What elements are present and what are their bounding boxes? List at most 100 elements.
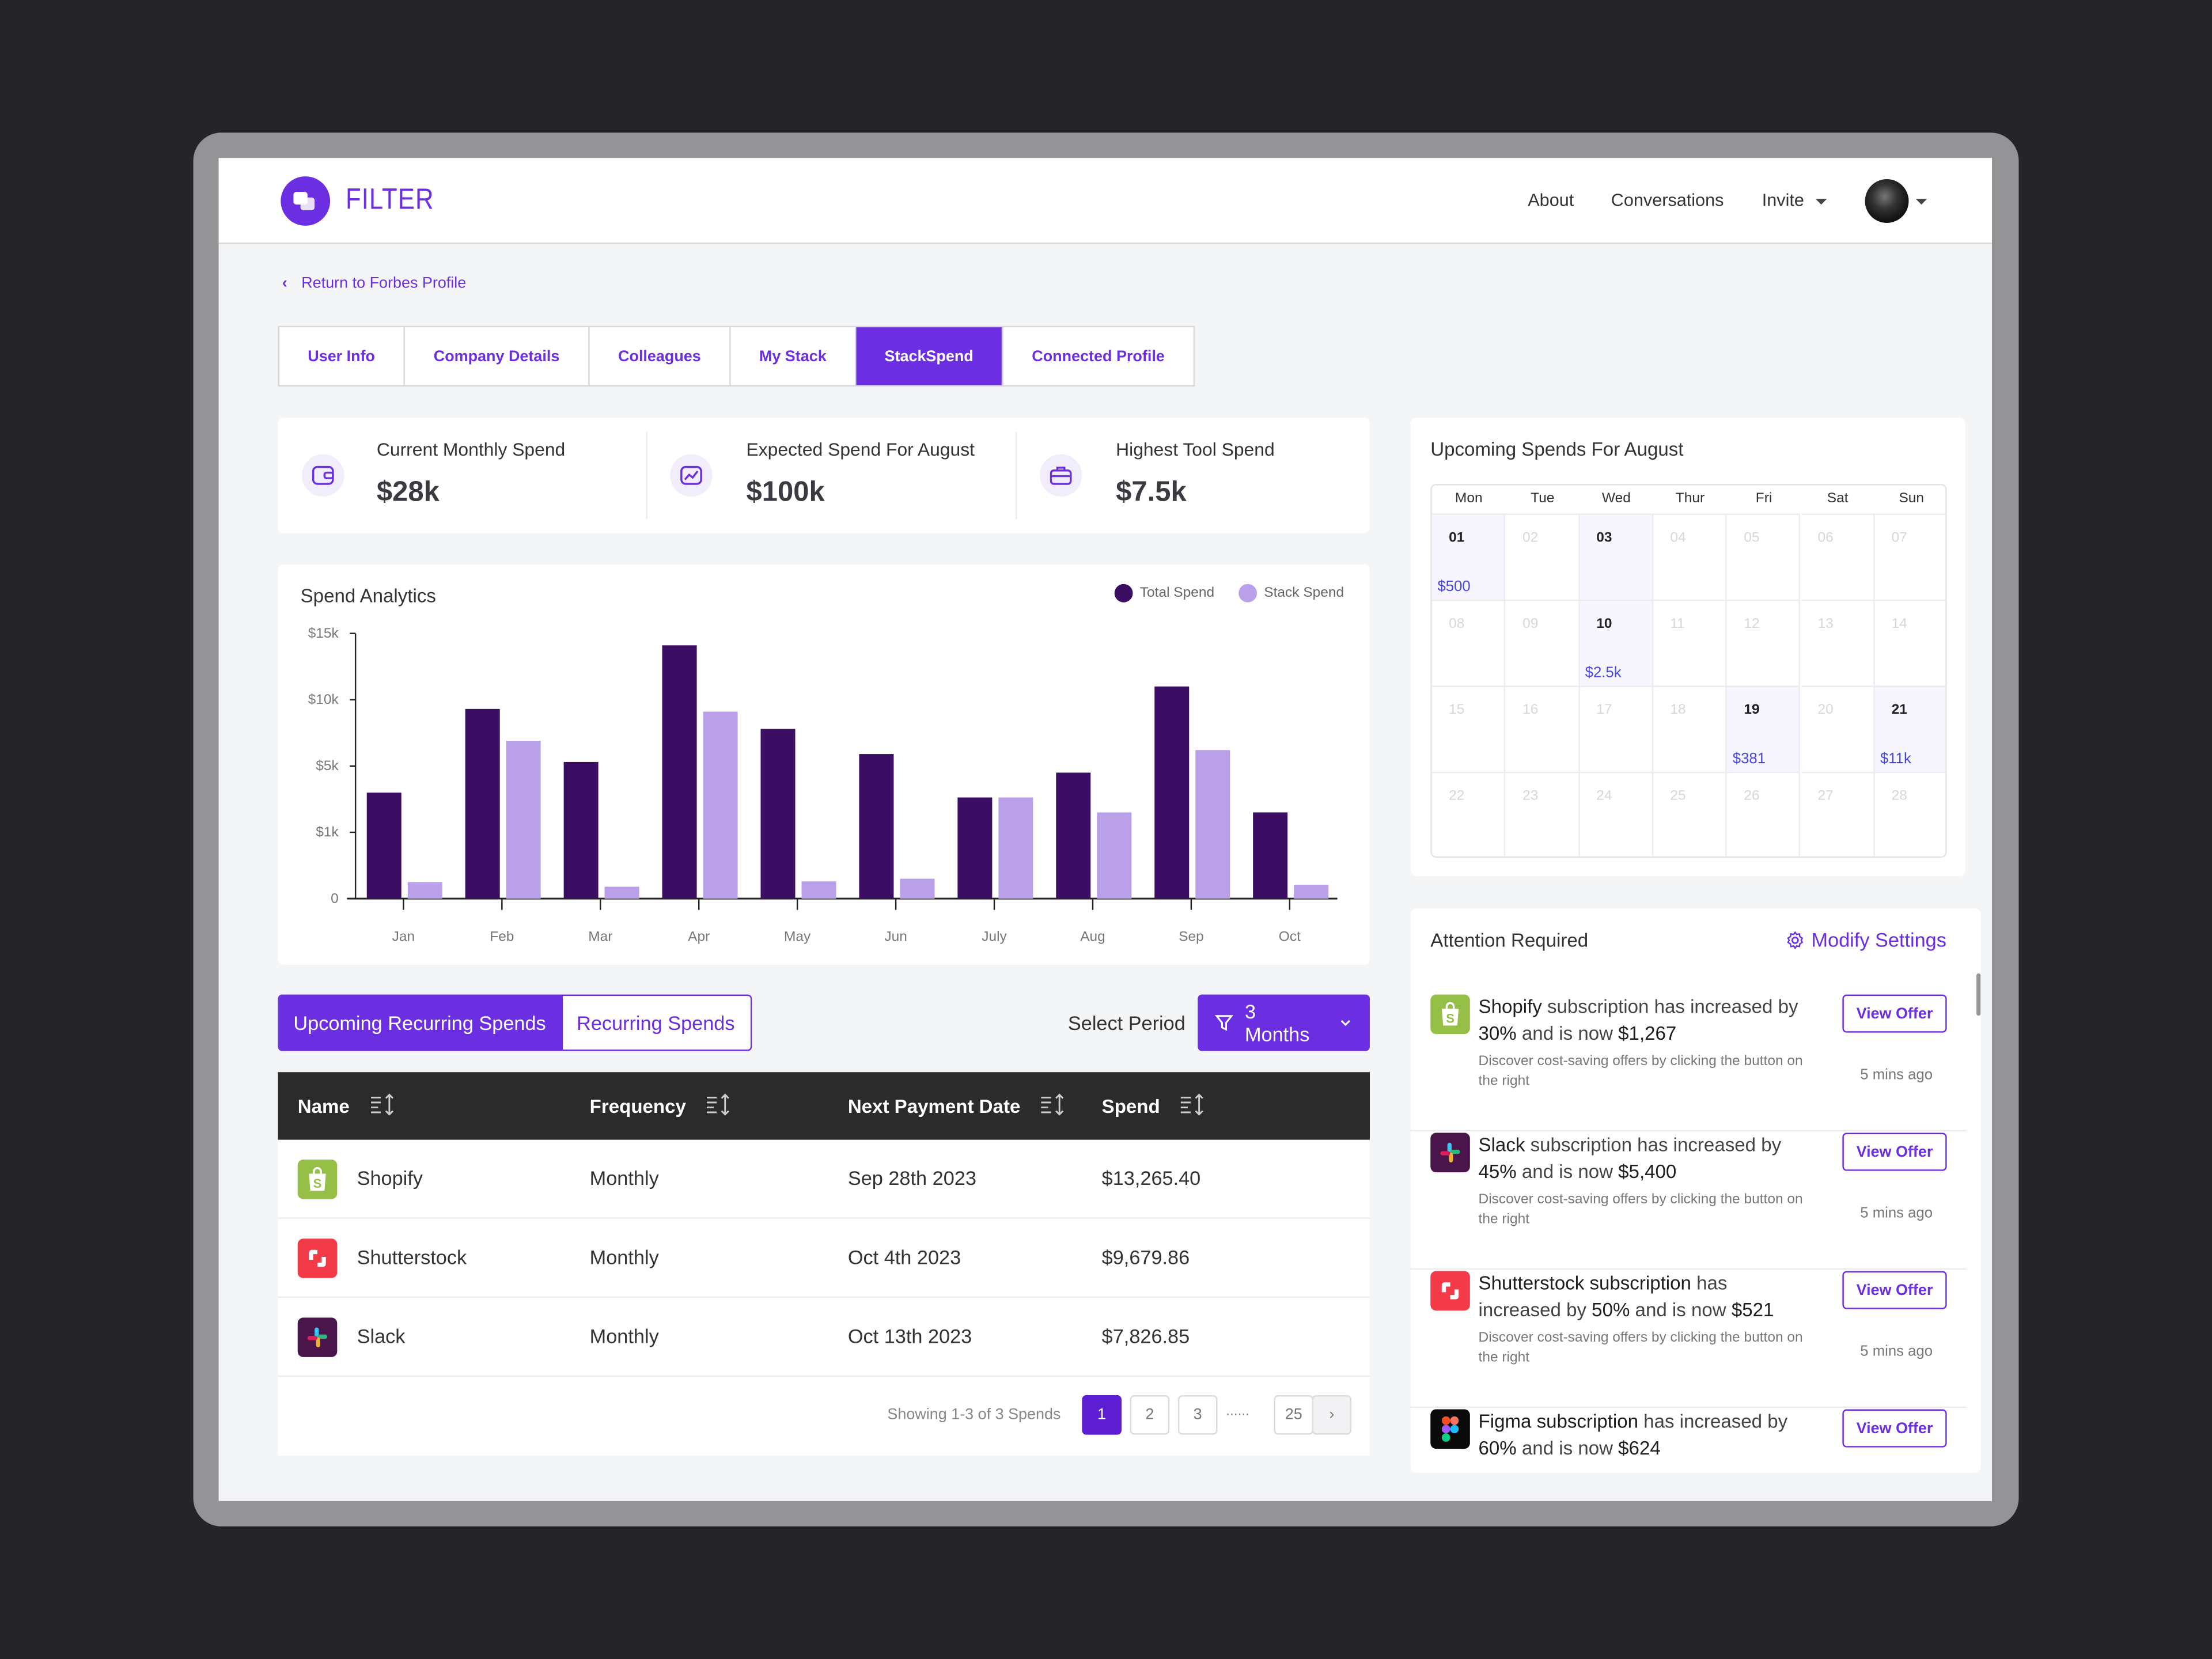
- calendar-day-13[interactable]: 13: [1801, 599, 1875, 686]
- day-number: 08: [1449, 616, 1465, 632]
- avatar-chevron-down-icon[interactable]: [1915, 199, 1927, 205]
- stack-spend-bar-aug[interactable]: [1097, 812, 1132, 899]
- stack-spend-bar-jan[interactable]: [407, 882, 442, 899]
- total-spend-bar-mar[interactable]: [563, 762, 599, 899]
- modify-settings-link[interactable]: Modify Settings: [1786, 928, 1946, 951]
- sort-icon[interactable]: [369, 1093, 397, 1120]
- attention-item: Figma subscription has increased by 60% …: [1411, 1408, 1967, 1473]
- brand-name[interactable]: FILTER: [346, 183, 434, 216]
- total-spend-bar-sep[interactable]: [1154, 686, 1190, 899]
- x-tick-label: Sep: [1179, 929, 1204, 944]
- calendar-day-11[interactable]: 11: [1653, 599, 1728, 686]
- app-screen: FILTER About Conversations Invite ‹ Retur…: [218, 158, 1992, 1501]
- calendar-day-03[interactable]: 03: [1579, 513, 1653, 600]
- nav-conversations[interactable]: Conversations: [1611, 190, 1724, 210]
- calendar-day-15[interactable]: 15: [1431, 685, 1506, 772]
- total-spend-bar-feb[interactable]: [465, 709, 500, 899]
- page-button-2[interactable]: 2: [1130, 1395, 1170, 1435]
- calendar-day-19[interactable]: 19 $381: [1727, 685, 1801, 772]
- calendar-day-09[interactable]: 09: [1505, 599, 1580, 686]
- scrollbar[interactable]: [1976, 973, 1981, 1016]
- calendar-day-05[interactable]: 05: [1727, 513, 1801, 600]
- toggle-upcoming-recurring[interactable]: Upcoming Recurring Spends: [279, 995, 563, 1050]
- tab-company-details[interactable]: Company Details: [405, 327, 590, 385]
- calendar-day-27[interactable]: 27: [1801, 771, 1875, 857]
- total-spend-bar-july[interactable]: [957, 797, 993, 899]
- attention-message: Shopify subscription has increased by 30…: [1479, 993, 1803, 1047]
- tab-my-stack[interactable]: My Stack: [731, 327, 857, 385]
- tab-connected-profile[interactable]: Connected Profile: [1032, 347, 1165, 365]
- y-tick-label: $5k: [316, 758, 339, 774]
- stack-spend-bar-jun[interactable]: [900, 878, 935, 899]
- calendar-day-17[interactable]: 17: [1579, 685, 1653, 772]
- logo-icon[interactable]: [281, 176, 331, 226]
- calendar-day-10[interactable]: 10 $2.5k: [1579, 599, 1653, 686]
- page-button-3[interactable]: 3: [1177, 1395, 1218, 1435]
- total-spend-bar-jan[interactable]: [366, 792, 402, 899]
- table-row[interactable]: S Shopify Monthly Sep 28th 2023 $13,265.40: [278, 1139, 1370, 1219]
- total-spend-bar-aug[interactable]: [1056, 772, 1091, 899]
- view-offer-button[interactable]: View Offer: [1842, 994, 1947, 1033]
- calendar-day-06[interactable]: 06: [1801, 513, 1875, 600]
- back-link[interactable]: ‹ Return to Forbes Profile: [282, 275, 466, 292]
- calendar-day-25[interactable]: 25: [1653, 771, 1728, 857]
- calendar-day-21[interactable]: 21 $11k: [1874, 685, 1946, 772]
- view-offer-button[interactable]: View Offer: [1842, 1132, 1947, 1171]
- calendar-day-23[interactable]: 23: [1505, 771, 1580, 857]
- calendar-day-12[interactable]: 12: [1727, 599, 1801, 686]
- stack-spend-bar-july[interactable]: [998, 797, 1033, 899]
- message-lead: Shopify: [1478, 995, 1542, 1017]
- tab-stackspend[interactable]: StackSpend: [856, 327, 1003, 385]
- stack-spend-bar-oct[interactable]: [1294, 884, 1329, 899]
- page-button-25[interactable]: 25: [1274, 1395, 1314, 1435]
- slack-logo-icon: [297, 1317, 338, 1357]
- calendar-day-07[interactable]: 07: [1874, 513, 1946, 599]
- calendar-day-08[interactable]: 08: [1431, 599, 1506, 686]
- stack-spend-bar-apr[interactable]: [703, 711, 738, 899]
- calendar-day-01[interactable]: 01 $500: [1431, 513, 1506, 600]
- total-spend-bar-jun[interactable]: [859, 754, 894, 899]
- avatar[interactable]: [1865, 179, 1909, 223]
- stack-spend-bar-sep[interactable]: [1195, 750, 1230, 899]
- calendar-day-16[interactable]: 16: [1505, 685, 1580, 772]
- toggle-recurring[interactable]: Recurring Spends: [562, 995, 751, 1050]
- day-number: 11: [1670, 616, 1685, 632]
- sort-icon[interactable]: [1040, 1093, 1069, 1120]
- stack-spend-bar-mar[interactable]: [604, 887, 639, 899]
- calendar-day-14[interactable]: 14: [1874, 599, 1946, 685]
- calendar-day-26[interactable]: 26: [1727, 771, 1801, 857]
- view-offer-button[interactable]: View Offer: [1842, 1409, 1947, 1448]
- nav-invite[interactable]: Invite: [1762, 191, 1827, 210]
- calendar-day-24[interactable]: 24: [1579, 771, 1653, 857]
- column-header[interactable]: Name: [298, 1072, 397, 1140]
- calendar-day-04[interactable]: 04: [1653, 513, 1728, 600]
- table-row[interactable]: Shutterstock Monthly Oct 4th 2023 $9,679.86: [278, 1218, 1370, 1298]
- stack-spend-bar-may[interactable]: [801, 881, 836, 899]
- calendar-day-20[interactable]: 20: [1801, 685, 1875, 772]
- day-number: 25: [1670, 788, 1686, 804]
- table-row[interactable]: Slack Monthly Oct 13th 2023 $7,826.85: [278, 1298, 1370, 1377]
- view-offer-button[interactable]: View Offer: [1842, 1271, 1947, 1309]
- calendar-day-22[interactable]: 22: [1431, 771, 1506, 857]
- period-select[interactable]: 3 Months: [1198, 994, 1370, 1051]
- nav-about[interactable]: About: [1528, 190, 1574, 210]
- page-button-1[interactable]: 1: [1082, 1395, 1122, 1435]
- calendar-day-02[interactable]: 02: [1505, 513, 1580, 600]
- column-header[interactable]: Next Payment Date: [848, 1072, 1069, 1140]
- calendar-day-18[interactable]: 18: [1653, 685, 1728, 772]
- total-spend-bar-oct[interactable]: [1253, 812, 1288, 899]
- sort-icon[interactable]: [1180, 1093, 1208, 1120]
- tab-user-info[interactable]: User Info: [279, 327, 405, 385]
- column-header[interactable]: Frequency: [590, 1072, 734, 1140]
- total-spend-bar-apr[interactable]: [662, 645, 697, 899]
- total-spend-bar-may[interactable]: [760, 729, 796, 899]
- stack-spend-bar-feb[interactable]: [506, 741, 541, 899]
- tab-colleagues[interactable]: Colleagues: [590, 327, 731, 385]
- column-header[interactable]: Spend: [1102, 1072, 1208, 1140]
- message-mid: subscription has increased by: [1525, 1134, 1782, 1156]
- next-page-button[interactable]: ›: [1312, 1395, 1352, 1435]
- sort-icon[interactable]: [706, 1093, 734, 1120]
- day-number: 18: [1670, 702, 1686, 718]
- calendar-day-28[interactable]: 28: [1874, 771, 1946, 857]
